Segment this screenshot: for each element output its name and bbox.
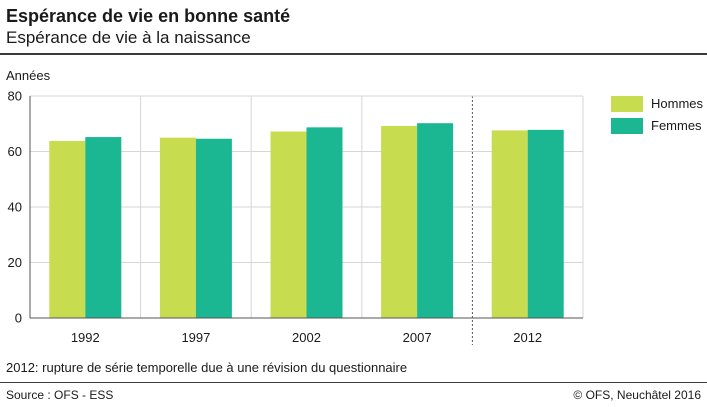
y-tick-label: 80 (8, 89, 22, 104)
x-tick-label: 1992 (71, 330, 100, 345)
legend-label-femmes: Femmes (651, 118, 702, 133)
credit-text: © OFS, Neuchâtel 2016 (573, 388, 701, 402)
footnote: 2012: rupture de série temporelle due à … (6, 360, 408, 375)
title-divider (0, 53, 707, 55)
y-tick-label: 40 (8, 200, 22, 215)
bar-femmes-1997 (195, 138, 232, 318)
bar-femmes-2002 (306, 127, 343, 318)
bar-hommes-1997 (159, 137, 196, 318)
y-axis-label: Années (6, 68, 51, 83)
source-text: Source : OFS - ESS (6, 388, 114, 402)
footer-divider (0, 382, 707, 383)
legend-swatch-femmes (611, 118, 643, 134)
bar-femmes-1992 (85, 137, 122, 318)
y-tick-label: 0 (15, 311, 22, 326)
bar-hommes-1992 (49, 140, 86, 318)
x-tick-label: 2007 (403, 330, 432, 345)
bar-hommes-2012 (491, 130, 528, 318)
bar-hommes-2007 (381, 125, 418, 318)
legend-label-hommes: Hommes (651, 96, 704, 111)
x-tick-label: 1997 (181, 330, 210, 345)
bar-hommes-2002 (270, 131, 307, 318)
y-tick-label: 60 (8, 144, 22, 159)
chart-subtitle: Espérance de vie à la naissance (6, 28, 251, 47)
bar-femmes-2007 (417, 123, 454, 318)
bar-femmes-2012 (527, 129, 564, 318)
legend-swatch-hommes (611, 96, 643, 112)
x-tick-label: 2012 (513, 330, 542, 345)
y-tick-label: 20 (8, 255, 22, 270)
x-tick-label: 2002 (292, 330, 321, 345)
chart-title: Espérance de vie en bonne santé (6, 6, 291, 26)
